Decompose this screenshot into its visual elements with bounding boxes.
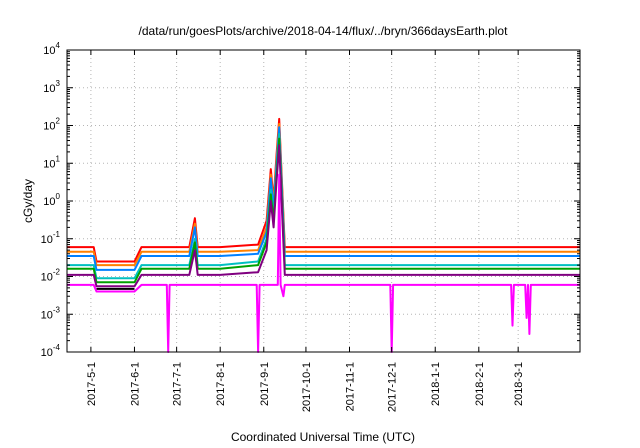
- y-tick-label: 10-3: [41, 305, 61, 321]
- x-tick-label: 2017-7-1: [172, 362, 184, 406]
- y-tick-label: 10-4: [41, 343, 61, 359]
- x-tick-label: 2017-6-1: [129, 362, 141, 406]
- y-tick-base: 10: [43, 45, 55, 57]
- x-tick-labels: 2017-5-1 2017-6-1 2017-7-1 2017-8-1 2017-9-1…: [86, 362, 525, 412]
- y-tick-label: 10-2: [41, 268, 61, 284]
- y-tick-base: 10: [43, 121, 55, 133]
- y-tick-exponent: -4: [53, 343, 61, 352]
- x-tick-label: 2017-11-1: [345, 362, 357, 411]
- series-line-3: [67, 132, 580, 280]
- chart-title: /data/run/goesPlots/archive/2018-04-14/f…: [139, 24, 509, 38]
- y-tick-label: 100: [43, 192, 60, 208]
- y-tick-label: 103: [43, 79, 60, 95]
- y-tick-exponent: -2: [53, 268, 61, 277]
- y-tick-exponent: 1: [56, 154, 61, 163]
- y-axis-label: cGy/day: [21, 179, 35, 223]
- y-tick-base: 10: [41, 347, 53, 359]
- x-tick-label: 2018-2-1: [474, 362, 486, 406]
- grid-lines: [67, 50, 580, 352]
- series-line-7: [67, 173, 580, 353]
- series-line-0: [67, 117, 580, 263]
- x-tick-label: 2017-8-1: [215, 362, 227, 406]
- y-tick-base: 10: [41, 234, 53, 246]
- x-tick-label: 2018-1-1: [430, 362, 442, 406]
- series-line-4: [67, 137, 580, 284]
- y-tick-label: 101: [43, 154, 60, 170]
- tick-marks: [67, 49, 580, 353]
- y-tick-label: 10-1: [41, 230, 61, 246]
- y-tick-exponent: 2: [56, 117, 61, 126]
- y-tick-base: 10: [43, 196, 55, 208]
- x-tick-label: 2017-9-1: [259, 362, 271, 406]
- x-tick-label: 2017-5-1: [86, 362, 98, 406]
- x-tick-label: 2017-12-1: [387, 362, 399, 412]
- y-tick-label: 102: [43, 117, 60, 133]
- y-tick-exponent: -1: [53, 230, 61, 239]
- series-line-2: [67, 126, 580, 271]
- y-tick-base: 10: [43, 83, 55, 95]
- y-tick-base: 10: [41, 272, 53, 284]
- x-tick-label: 2017-10-1: [301, 362, 313, 412]
- y-tick-exponent: 0: [56, 192, 61, 201]
- y-tick-exponent: 3: [56, 79, 61, 88]
- y-tick-exponent: -3: [53, 305, 61, 314]
- series-line-1: [67, 122, 580, 267]
- data-series: [67, 117, 580, 353]
- series-line-5: [67, 144, 580, 288]
- y-tick-exponent: 4: [56, 41, 61, 50]
- y-tick-label: 104: [43, 41, 60, 57]
- x-tick-label: 2018-3-1: [513, 362, 525, 406]
- x-axis-label: Coordinated Universal Time (UTC): [231, 430, 415, 444]
- y-tick-base: 10: [41, 309, 53, 321]
- y-tick-base: 10: [43, 158, 55, 170]
